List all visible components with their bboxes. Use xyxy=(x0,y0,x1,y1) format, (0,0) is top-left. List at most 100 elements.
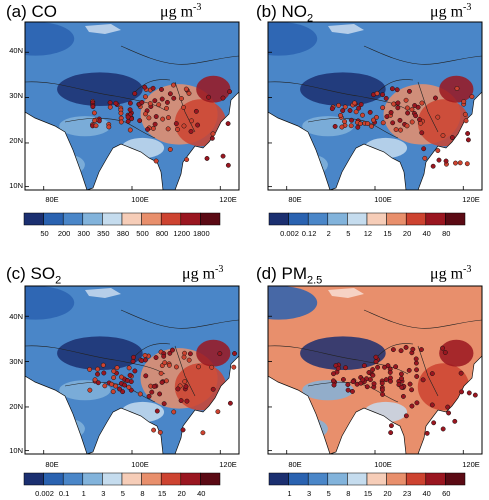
colorbar-swatch xyxy=(327,212,348,226)
monitoring-site xyxy=(469,94,475,100)
monitoring-site xyxy=(118,119,124,125)
monitoring-site xyxy=(95,366,101,372)
coastline xyxy=(24,285,240,455)
colorbar-swatch xyxy=(62,472,84,486)
field-patch xyxy=(25,286,75,320)
monitoring-site xyxy=(166,362,172,368)
monitoring-site xyxy=(162,360,168,366)
monitoring-site xyxy=(181,123,187,129)
colorbar-swatch xyxy=(366,212,387,226)
colorbar-label: 5 xyxy=(346,229,351,238)
monitoring-site xyxy=(442,350,448,355)
colorbar-swatch xyxy=(445,472,466,486)
monitoring-site xyxy=(399,384,405,390)
monitoring-site xyxy=(227,89,233,95)
monitoring-site xyxy=(440,133,446,138)
monitoring-site xyxy=(336,102,342,108)
lake xyxy=(328,24,364,34)
field-patch xyxy=(57,336,143,370)
monitoring-site xyxy=(184,398,190,404)
monitoring-site xyxy=(210,131,216,137)
colorbar-label: 1800 xyxy=(192,229,210,238)
lon-label: 80E xyxy=(288,460,302,469)
monitoring-site xyxy=(379,387,385,393)
monitoring-site xyxy=(158,370,164,376)
monitoring-site xyxy=(388,378,393,384)
monitoring-site xyxy=(405,110,411,116)
monitoring-site xyxy=(375,364,381,370)
monitoring-site xyxy=(399,376,404,381)
monitoring-site xyxy=(388,430,394,436)
monitoring-site xyxy=(175,386,181,392)
monitoring-site xyxy=(414,367,419,373)
colorbar-label: 15 xyxy=(363,489,373,498)
monitoring-site xyxy=(127,107,133,113)
monitoring-site xyxy=(404,105,410,111)
monitoring-site xyxy=(220,95,226,101)
colorbar-swatch xyxy=(366,472,387,486)
monitoring-site xyxy=(119,374,124,380)
lat-label: 20N xyxy=(9,136,23,145)
monitoring-site xyxy=(183,86,189,92)
monitoring-site xyxy=(409,119,415,125)
monitoring-site xyxy=(106,124,112,130)
colorbar xyxy=(268,212,466,226)
monitoring-site xyxy=(189,118,194,124)
border-line xyxy=(24,345,166,375)
monitoring-site xyxy=(429,402,435,408)
monitoring-site xyxy=(458,370,464,376)
monitoring-site xyxy=(153,355,159,361)
monitoring-site xyxy=(403,344,409,350)
unit-label: μg m-3 xyxy=(160,2,202,21)
monitoring-site xyxy=(87,387,93,393)
monitoring-site xyxy=(340,108,346,114)
monitoring-site xyxy=(413,360,419,366)
monitoring-site xyxy=(87,366,93,372)
monitoring-site xyxy=(422,155,428,161)
monitoring-site xyxy=(113,383,119,389)
monitoring-site xyxy=(395,105,401,111)
border-line xyxy=(377,79,414,93)
monitoring-site xyxy=(149,389,155,395)
lon-label: 80E xyxy=(45,195,59,204)
monitoring-site xyxy=(358,102,364,107)
colorbar-label: 5 xyxy=(326,489,331,498)
monitoring-site xyxy=(395,100,401,106)
colorbar-label: 15 xyxy=(157,489,167,498)
colorbar-swatch xyxy=(62,212,84,226)
monitoring-site xyxy=(143,373,149,379)
monitoring-site xyxy=(182,379,188,384)
field-patch xyxy=(174,363,227,411)
monitoring-site xyxy=(454,86,460,91)
colorbar-swatch xyxy=(160,472,182,486)
lat-label: 10N xyxy=(9,446,23,455)
monitoring-site xyxy=(398,127,403,133)
monitoring-site xyxy=(167,350,173,356)
monitoring-site xyxy=(117,386,122,392)
panel-pm25: (d) PM2.5 μg m-3 80E 100E 120E 1 3 5 8 1… xyxy=(244,250,489,500)
monitoring-site xyxy=(414,374,420,379)
colorbar-label: 350 xyxy=(97,229,110,238)
colorbar-swatch xyxy=(405,472,427,486)
panel-title: (c) SO2 xyxy=(6,264,62,287)
monitoring-site xyxy=(171,95,177,101)
monitoring-site xyxy=(453,160,458,166)
colorbar-label: 300 xyxy=(77,229,90,238)
border-line xyxy=(120,309,240,329)
unit-label: μg m-3 xyxy=(430,264,472,283)
field-patch xyxy=(268,286,318,320)
panel-title: (a) CO xyxy=(6,2,57,21)
monitoring-site xyxy=(394,87,400,93)
monitoring-site xyxy=(369,123,375,129)
colorbar-label: 2 xyxy=(326,229,331,238)
monitoring-site xyxy=(387,369,393,375)
monitoring-site xyxy=(367,109,373,115)
monitoring-site xyxy=(93,123,99,129)
monitoring-site xyxy=(159,96,165,102)
colorbar-swatch xyxy=(82,212,103,226)
monitoring-site xyxy=(143,357,148,363)
map-plot xyxy=(24,21,240,191)
monitoring-site xyxy=(150,126,156,131)
monitoring-site xyxy=(153,158,159,164)
monitoring-site xyxy=(182,350,187,356)
